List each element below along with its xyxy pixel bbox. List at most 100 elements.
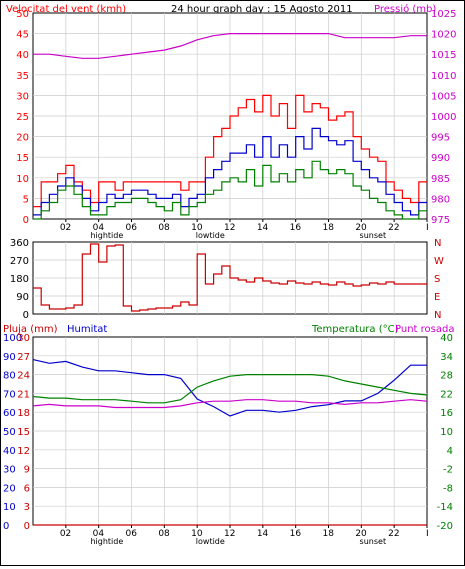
wind-panel-xtick-label: 08 <box>158 223 170 233</box>
temperature-ytick-label: -8 <box>443 483 453 494</box>
direction-letter-E: E <box>434 292 440 303</box>
climate-panel-xtick-label: 18 <box>323 529 335 539</box>
wind-ytick-label: 25 <box>16 112 29 123</box>
graph-title: 24 hour graph day : 15 Agosto 2011 <box>171 4 353 15</box>
pressure-ytick-label: 1005 <box>431 91 456 102</box>
series-wind_min <box>33 160 427 220</box>
pressure-ytick-label: 990 <box>431 153 450 164</box>
humidity-ytick-label: 20 <box>3 483 16 494</box>
temperature-ytick-label: 40 <box>440 333 453 344</box>
rain-ytick-label: 0 <box>24 521 30 532</box>
direction-letter-N: N <box>434 238 441 249</box>
temperature-ytick-label: 34 <box>440 352 453 363</box>
pressure-ytick-label: 1010 <box>431 71 456 82</box>
temperature-ytick-label: 22 <box>440 389 453 400</box>
wind-ytick-label: 10 <box>16 174 29 185</box>
climate-panel-xtick-label: 10 <box>191 529 203 539</box>
pressure-ytick-label: 980 <box>431 194 450 205</box>
pressure-ytick-label: 1020 <box>431 30 456 41</box>
climate-panel-xtick-label: 16 <box>290 529 302 539</box>
wind-panel-xtick-label: 10 <box>191 223 203 233</box>
dewpoint-axis-title: Punt rosada <box>395 324 454 335</box>
humidity-ytick-label: 40 <box>3 446 16 457</box>
direction-letter-S: S <box>434 274 440 285</box>
wind-panel-xtick-label: 22 <box>388 223 399 233</box>
wind-panel-event-sunset: sunset <box>360 231 387 240</box>
rain-axis-title: Pluja (mm) <box>3 324 58 335</box>
wind-ytick-label: 50 <box>16 9 29 20</box>
climate-panel-xtick-label: 08 <box>158 529 170 539</box>
pressure-ytick-label: 985 <box>431 174 450 185</box>
rain-ytick-label: 9 <box>24 465 30 476</box>
pressure-ytick-label: 1025 <box>431 9 456 20</box>
rain-ytick-label: 18 <box>17 408 30 419</box>
rain-ytick-label: 21 <box>17 389 30 400</box>
wind-ytick-label: 35 <box>16 71 29 82</box>
pressure-ytick-label: 1015 <box>431 50 456 61</box>
wind-ytick-label: 5 <box>23 194 29 205</box>
wind-panel-xtick-label: 14 <box>257 223 269 233</box>
temperature-ytick-label: -20 <box>437 521 453 532</box>
wind-panel-event-hightide: hightide <box>90 231 123 240</box>
wind-panel-xtick-label: 16 <box>290 223 302 233</box>
wind-ytick-label: 20 <box>16 133 29 144</box>
humidity-ytick-label: 10 <box>3 502 16 513</box>
temperature-axis-title: Temperatura (°C) <box>311 324 399 335</box>
temperature-ytick-label: 28 <box>440 371 453 382</box>
climate-panel-xtick-label: 04 <box>93 529 105 539</box>
humidity-axis-title: Humitat <box>67 324 107 335</box>
pressure-axis-title: Pressió (mb) <box>374 3 436 15</box>
wind-panel-xtick-label: 18 <box>323 223 335 233</box>
climate-panel-event-lowtide: lowtide <box>196 537 225 546</box>
wind-ytick-label: 0 <box>23 215 29 226</box>
wind-panel-xtick-label: 04 <box>93 223 105 233</box>
direction-ytick-label: 90 <box>16 292 29 303</box>
climate-panel-event-hightide: hightide <box>90 537 123 546</box>
wind-panel-xtick-label: 12 <box>224 223 235 233</box>
rain-ytick-label: 3 <box>24 502 30 513</box>
rain-ytick-label: 30 <box>17 333 30 344</box>
direction-ytick-label: 180 <box>10 274 29 285</box>
rain-ytick-label: 24 <box>17 371 30 382</box>
humidity-ytick-label: 90 <box>3 352 16 363</box>
wind-ytick-label: 30 <box>16 91 29 102</box>
series-humidity <box>32 359 427 417</box>
climate-panel-xtick-label: 06 <box>126 529 138 539</box>
humidity-ytick-label: 100 <box>3 333 22 344</box>
series-pressure <box>33 33 427 59</box>
wind-panel-event-lowtide: lowtide <box>196 231 225 240</box>
wind-panel-xtick-label: 02 <box>60 223 71 233</box>
climate-panel-xtick-label: 14 <box>257 529 269 539</box>
temperature-ytick-label: -14 <box>437 502 453 513</box>
series-direction <box>33 243 427 312</box>
climate-panel-xtick-label: 12 <box>224 529 235 539</box>
wind-ytick-label: 15 <box>16 153 29 164</box>
climate-panel-xtick-label: 20 <box>355 529 367 539</box>
rain-ytick-label: 6 <box>24 483 30 494</box>
rain-ytick-label: 15 <box>17 427 30 438</box>
wind-panel-xtick-label: 06 <box>126 223 138 233</box>
temperature-ytick-label: 16 <box>440 408 453 419</box>
rain-ytick-label: 27 <box>17 352 30 363</box>
wind-ytick-label: 40 <box>16 50 29 61</box>
direction-ytick-label: 360 <box>10 238 29 249</box>
series-wind_max <box>33 94 427 208</box>
climate-panel-event-sunset: sunset <box>360 537 387 546</box>
wind-panel-xtick-label: I <box>426 223 429 233</box>
pressure-ytick-label: 995 <box>431 133 450 144</box>
humidity-ytick-label: 70 <box>3 389 16 400</box>
pressure-ytick-label: 1000 <box>431 112 456 123</box>
humidity-ytick-label: 50 <box>3 427 16 438</box>
humidity-ytick-label: 30 <box>3 465 16 476</box>
series-wind_avg <box>33 127 427 216</box>
wind-axis-title: Velocitat del vent (kmh) <box>6 4 126 15</box>
series-temperature <box>32 374 428 404</box>
humidity-ytick-label: 60 <box>3 408 16 419</box>
climate-panel-xtick-label: 02 <box>60 529 71 539</box>
pressure-ytick-label: 975 <box>431 215 450 226</box>
wind-ytick-label: 45 <box>16 30 29 41</box>
humidity-ytick-label: 0 <box>3 521 9 532</box>
temperature-ytick-label: 10 <box>440 427 453 438</box>
